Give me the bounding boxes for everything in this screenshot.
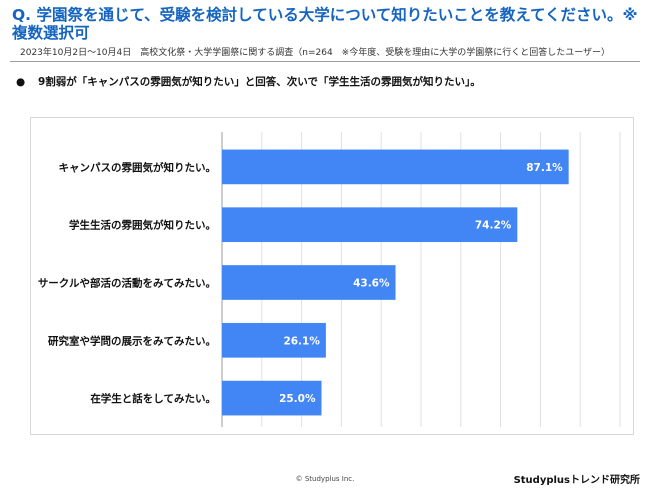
bar <box>222 207 518 243</box>
header-divider <box>10 61 640 62</box>
brand-logo-text: Studyplusトレンド研究所 <box>513 475 640 486</box>
bullet-icon: ● <box>16 76 26 88</box>
bar <box>222 265 396 300</box>
summary-line: ● 9割弱が「キャンパスの雰囲気が知りたい」と回答、次いで「学生生活の雰囲気が知り… <box>16 74 636 89</box>
data-label: 25.0% <box>279 393 316 405</box>
data-label: 87.1% <box>526 162 563 174</box>
bar <box>222 149 569 185</box>
survey-note: 2023年10月2日〜10月4日 高校文化祭・大学学園祭に関する調査（n=264… <box>20 48 611 58</box>
category-label: キャンパスの雰囲気が知りたい。 <box>59 161 217 174</box>
category-label: 学生生活の雰囲気が知りたい。 <box>69 219 216 232</box>
question-title: Q. 学園祭を通じて、受験を検討している大学について知りたいことを教えてください… <box>12 6 638 42</box>
copyright-text: © Studyplus Inc. <box>295 475 355 483</box>
data-label: 43.6% <box>353 278 390 290</box>
category-label: サークルや部活の活動をみてみたい。 <box>38 277 216 290</box>
data-label: 74.2% <box>475 220 512 232</box>
category-label: 在学生と話をしてみたい。 <box>90 392 216 405</box>
bar <box>222 380 322 416</box>
summary-text: 9割弱が「キャンパスの雰囲気が知りたい」と回答、次いで「学生生活の雰囲気が知りた… <box>38 76 481 88</box>
category-label: 研究室や学問の展示をみてみたい。 <box>48 334 216 347</box>
bar <box>222 322 326 358</box>
data-label: 26.1% <box>283 335 320 347</box>
